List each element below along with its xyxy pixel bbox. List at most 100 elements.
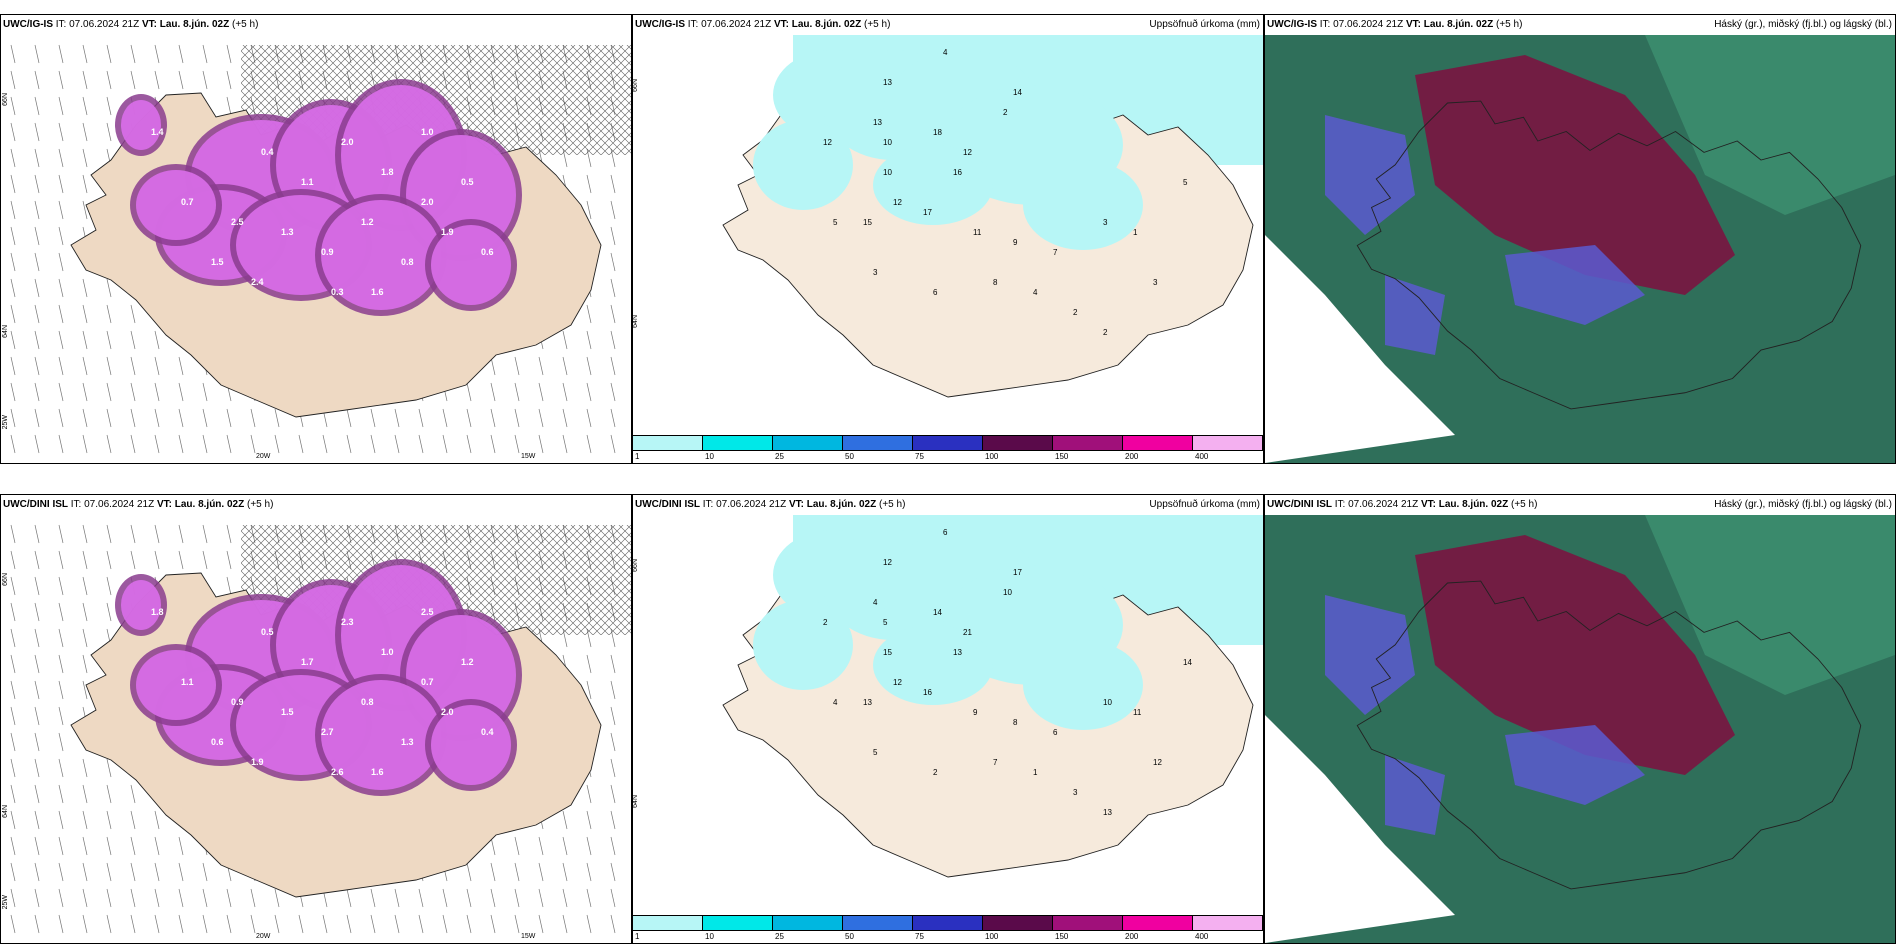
snow-value: 1.3 [281, 227, 294, 237]
mid-cloud [1505, 725, 1645, 805]
wind-barb [586, 654, 592, 674]
wind-barb [58, 304, 64, 324]
wind-barb [154, 888, 160, 908]
colorbar-tick: 150 [1055, 932, 1069, 941]
wind-barb [34, 732, 40, 752]
wind-barb [178, 524, 184, 544]
wind-barb [154, 524, 160, 544]
colorbar-swatch [1123, 915, 1193, 931]
wind-barb [82, 836, 88, 856]
wind-barb [178, 70, 184, 90]
wind-barb [538, 914, 544, 934]
wind-barb [562, 810, 568, 830]
precip-value: 10 [1003, 588, 1012, 597]
precip-value: 12 [893, 678, 902, 687]
panel-subtitle: Háský (gr.), miðský (fj.bl.) og lágský (… [1714, 19, 1892, 30]
wind-barb [610, 226, 616, 246]
snow-value: 1.2 [461, 657, 474, 667]
wind-barb [538, 408, 544, 428]
wind-barb [394, 888, 400, 908]
wind-barb [538, 434, 544, 454]
wind-barb [610, 200, 616, 220]
wind-barb [610, 680, 616, 700]
wind-barb [106, 70, 112, 90]
wind-barb [346, 434, 352, 454]
colorbar-swatch [773, 915, 843, 931]
wind-barb [130, 888, 136, 908]
wind-barb [10, 680, 16, 700]
wind-barb [586, 382, 592, 402]
wind-barb [106, 382, 112, 402]
wind-barb [82, 96, 88, 116]
lat-label: 25W [2, 895, 9, 910]
precip-value: 2 [1103, 328, 1108, 337]
snow-map: 0.4 1.1 2.0 1.8 1.0 0.5 2.5 1.3 0.9 1.2 0.8 1.9 0.7 1… [10, 44, 631, 454]
colorbar: 1 10 25 50 75 100 150 200 400 [633, 433, 1263, 463]
colorbar-swatch [1053, 435, 1123, 451]
wind-barb [130, 382, 136, 402]
precip-value: 5 [833, 218, 838, 227]
wind-barb [106, 434, 112, 454]
wind-barb [82, 576, 88, 596]
wind-barb [130, 862, 136, 882]
wind-barb [226, 70, 232, 90]
snow-value: 0.3 [331, 287, 344, 297]
wind-barb [10, 356, 16, 376]
precip-value: 13 [1103, 808, 1112, 817]
colorbar-tick: 200 [1125, 452, 1139, 461]
wind-barb [490, 434, 496, 454]
wind-barb [58, 888, 64, 908]
precip-value: 15 [883, 648, 892, 657]
wind-barb [34, 680, 40, 700]
wind-barb [10, 602, 16, 622]
wind-barb [34, 70, 40, 90]
precip-value: 17 [1013, 568, 1022, 577]
wind-barb [10, 524, 16, 544]
wind-barb [58, 356, 64, 376]
snow-value: 0.9 [231, 697, 244, 707]
wind-barb [106, 524, 112, 544]
wind-barb [106, 576, 112, 596]
wind-barb [10, 96, 16, 116]
precip-value: 18 [933, 128, 942, 137]
wind-barb [370, 914, 376, 934]
snow-value: 1.7 [301, 657, 314, 667]
lat-label: 25W [2, 415, 9, 430]
snow-area [121, 100, 161, 150]
wind-barb [82, 330, 88, 350]
wind-barb [106, 836, 112, 856]
precip-value: 6 [933, 288, 938, 297]
wind-barb [274, 914, 280, 934]
wind-barb [514, 408, 520, 428]
snow-value: 0.8 [361, 697, 374, 707]
precip-value: 1 [1033, 768, 1038, 777]
wind-barb [274, 434, 280, 454]
wind-barb [274, 408, 280, 428]
panel-snow-dini: UWC/DINI ISL IT: 07.06.2024 21Z VT: Lau.… [0, 494, 632, 944]
panel-precip-igis: UWC/IG-IS IT: 07.06.2024 21Z VT: Lau. 8.… [632, 14, 1264, 464]
wind-barb [610, 278, 616, 298]
wind-barb [490, 408, 496, 428]
snow-value: 1.5 [211, 257, 224, 267]
snow-value: 2.7 [321, 727, 334, 737]
precip-value: 3 [1103, 218, 1108, 227]
wind-barb [34, 174, 40, 194]
wind-barb [298, 914, 304, 934]
wind-barb [202, 44, 208, 64]
wind-barb [202, 888, 208, 908]
wind-barb [322, 914, 328, 934]
colorbar-swatch [633, 915, 703, 931]
wind-barb [58, 576, 64, 596]
colorbar-swatch [843, 435, 913, 451]
precip-map: 4213141218161012171511975368423132510131… [722, 35, 1263, 398]
precip-value: 12 [893, 198, 902, 207]
wind-barb [106, 356, 112, 376]
colorbar-tick: 75 [915, 452, 924, 461]
wind-barb [82, 434, 88, 454]
cloud-map [1265, 515, 1895, 943]
wind-barb [130, 914, 136, 934]
wind-barb [610, 914, 616, 934]
wind-barb [34, 96, 40, 116]
wind-barb [538, 836, 544, 856]
panel-title: UWC/IG-IS IT: 07.06.2024 21Z VT: Lau. 8.… [3, 19, 259, 30]
